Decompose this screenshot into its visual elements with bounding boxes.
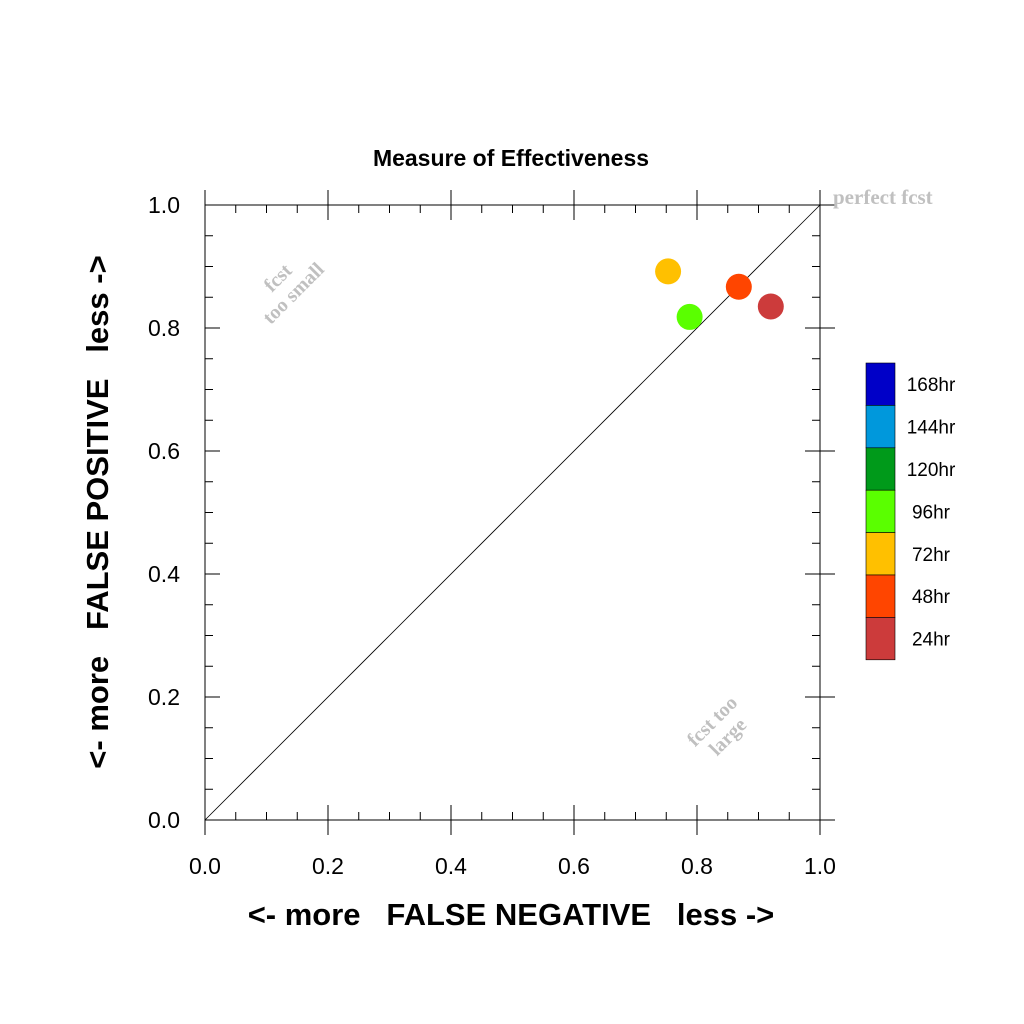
x-tick-label: 0.2 [312,853,344,879]
legend-label-120hr: 120hr [907,460,956,481]
point-72hr [655,258,682,285]
perfect-forecast-note: perfect fcst [833,185,933,209]
point-24hr [757,293,784,320]
too-small-line-2: too small [259,258,329,328]
x-tick-label: 0.6 [558,853,590,879]
y-tick-label: 0.0 [148,807,180,833]
x-tick-label: 0.0 [189,853,221,879]
too-small-note: fcst too small [259,258,329,328]
x-tick-label: 0.4 [435,853,467,879]
y-tick-label: 0.8 [148,315,180,341]
x-tick-label: 0.8 [681,853,713,879]
legend-swatch-24hr [865,617,896,661]
legend-label-72hr: 72hr [912,545,951,566]
legend-swatch-120hr [865,447,896,491]
legend-label-144hr: 144hr [907,418,956,439]
legend-label-96hr: 96hr [912,502,951,523]
x-tick-labels: 0.0 0.2 0.4 0.6 0.8 1.0 [189,853,836,879]
legend-label-48hr: 48hr [912,587,951,608]
point-96hr [676,303,703,330]
legend-swatch-48hr [865,574,896,618]
y-tick-label: 0.4 [148,561,180,587]
data-points [655,258,784,330]
point-48hr [725,273,752,300]
y-tick-labels: 0.0 0.2 0.4 0.6 0.8 1.0 [148,192,180,833]
y-tick-label: 0.6 [148,438,180,464]
x-tick-label: 1.0 [804,853,836,879]
x-axis-label: <- more FALSE NEGATIVE less -> [248,897,775,932]
legend-swatch-168hr [865,362,896,406]
legend-swatch-144hr [865,405,896,449]
legend-label-24hr: 24hr [912,630,951,651]
chart-title: Measure of Effectiveness [373,145,649,171]
axis-ticks [204,190,835,835]
legend-swatch-96hr [865,489,896,533]
legend-swatch-72hr [865,532,896,576]
too-large-note: fcst too large [683,692,751,760]
y-tick-label: 0.2 [148,684,180,710]
y-tick-label: 1.0 [148,192,180,218]
legend-label-168hr: 168hr [907,375,956,396]
y-axis-label: <- more FALSE POSITIVE less -> [80,255,115,768]
legend: 168hr 144hr 120hr 96hr 72hr 48hr 24hr [865,362,956,661]
perfect-forecast-line [204,204,821,821]
